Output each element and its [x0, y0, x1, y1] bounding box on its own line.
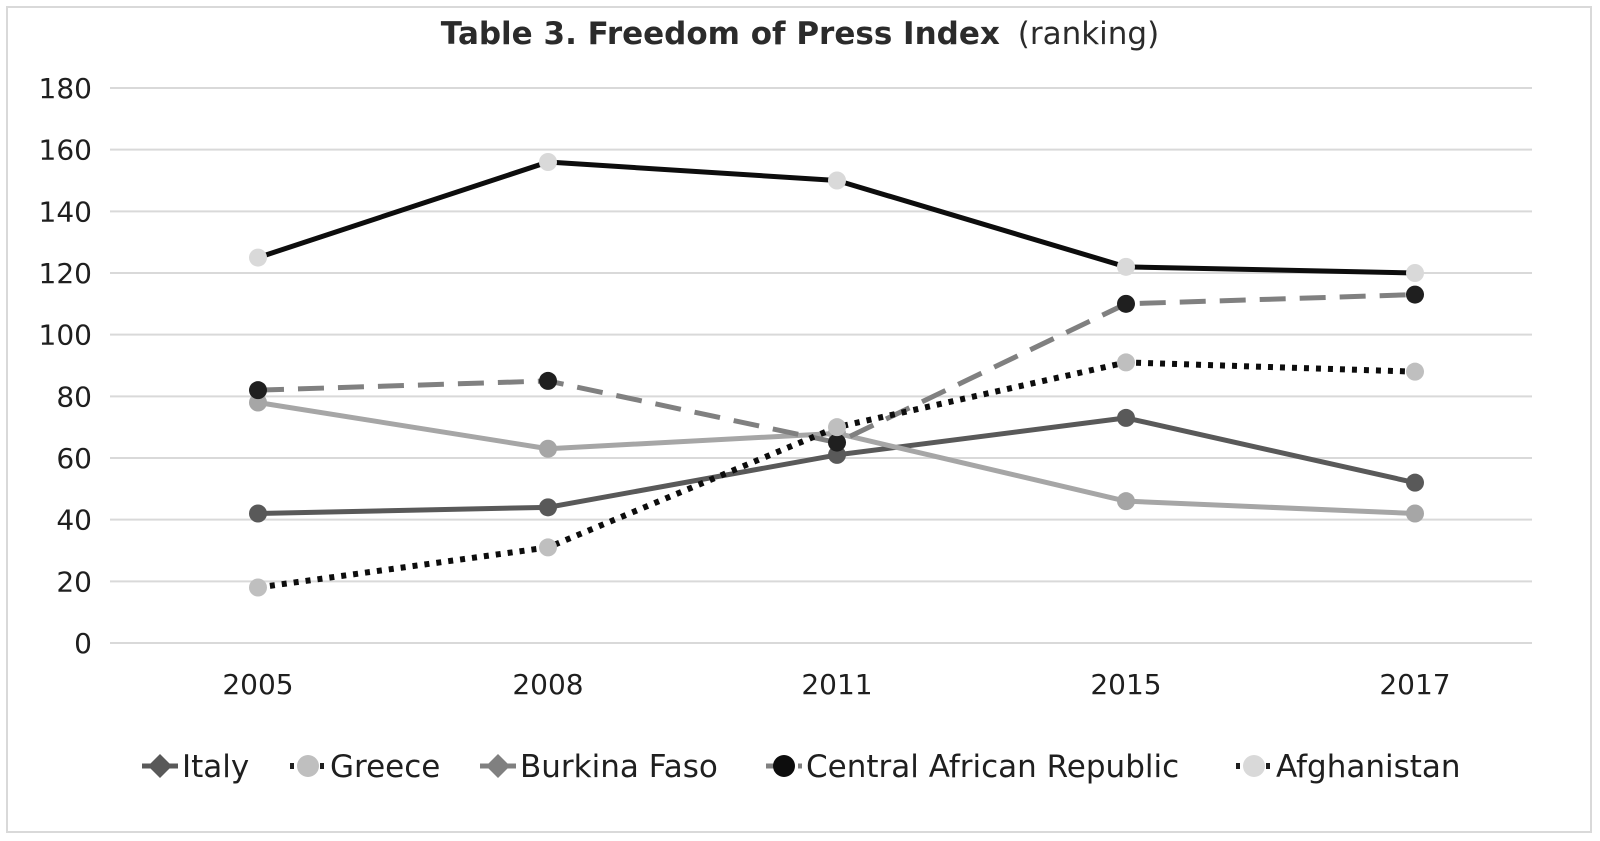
data-point — [1406, 285, 1424, 304]
legend-label: Central African Republic — [806, 749, 1179, 785]
chart-frame — [6, 6, 1592, 833]
y-tick-label: 160 — [39, 134, 92, 167]
legend-label: Burkina Faso — [520, 749, 718, 785]
x-tick-label: 2011 — [801, 668, 872, 701]
series-burkina-faso — [249, 285, 1424, 452]
y-tick-label: 20 — [56, 565, 92, 598]
data-point — [539, 371, 557, 390]
y-tick-label: 180 — [39, 72, 92, 105]
legend-swatch-marker — [148, 754, 172, 778]
gridlines — [110, 87, 1532, 644]
legend-item-italy: Italy — [142, 749, 249, 785]
data-point — [1117, 492, 1135, 511]
series-afghanistan — [249, 353, 1424, 597]
series-italy — [249, 408, 1424, 523]
data-point — [539, 498, 557, 517]
data-point — [1117, 408, 1135, 427]
series-central-african-republic — [249, 153, 1424, 282]
legend-swatch-marker — [1243, 755, 1265, 777]
data-point — [1406, 264, 1424, 282]
data-point — [539, 153, 557, 171]
data-point — [1117, 257, 1135, 276]
x-axis-ticks: 2005 2008 2011 2015 2017 — [222, 668, 1450, 701]
y-tick-label: 100 — [39, 319, 92, 352]
data-point — [828, 433, 846, 452]
data-point — [539, 538, 557, 557]
data-point — [1406, 362, 1424, 381]
data-point — [1406, 504, 1424, 523]
data-point — [828, 418, 846, 437]
y-tick-label: 80 — [56, 380, 92, 413]
chart-title: Table 3. Freedom of Press Index (ranking… — [441, 16, 1159, 52]
legend-swatch-marker — [773, 755, 795, 777]
data-point — [1117, 353, 1135, 372]
data-point — [1406, 473, 1424, 492]
x-tick-label: 2017 — [1379, 668, 1450, 701]
y-tick-label: 140 — [39, 195, 92, 228]
legend-item-burkina-faso: Burkina Faso — [480, 749, 718, 785]
y-tick-label: 0 — [74, 627, 92, 660]
x-tick-label: 2008 — [512, 668, 583, 701]
x-tick-label: 2015 — [1090, 668, 1161, 701]
y-tick-label: 40 — [56, 504, 92, 537]
legend-label: Italy — [182, 749, 249, 785]
data-point — [249, 504, 267, 523]
y-tick-label: 60 — [56, 442, 92, 475]
data-point — [539, 439, 557, 458]
data-point — [828, 171, 846, 190]
series-group — [249, 153, 1424, 597]
data-point — [249, 381, 267, 400]
chart-title-suffix: (ranking) — [1018, 16, 1159, 52]
data-point — [249, 248, 267, 267]
legend-label: Afghanistan — [1276, 749, 1461, 785]
legend-swatch-marker — [486, 754, 510, 778]
legend: Italy Greece Burkina Faso Central African R… — [142, 749, 1461, 785]
legend-item-afghanistan: Afghanistan — [1236, 749, 1461, 785]
x-tick-label: 2005 — [222, 668, 293, 701]
data-point — [1117, 294, 1135, 313]
data-point — [828, 445, 846, 464]
legend-item-greece: Greece — [290, 749, 440, 785]
y-axis-ticks: 0 20 40 60 80 100 120 140 160 180 — [39, 72, 92, 660]
series-line — [257, 359, 1416, 591]
legend-label: Greece — [330, 749, 440, 785]
data-point — [249, 393, 267, 412]
y-tick-label: 120 — [39, 257, 92, 290]
data-point — [249, 578, 267, 597]
legend-item-central-african-republic: Central African Republic — [766, 749, 1179, 785]
chart-title-main: Table 3. Freedom of Press Index — [441, 16, 1000, 52]
legend-swatch-marker — [297, 755, 319, 777]
